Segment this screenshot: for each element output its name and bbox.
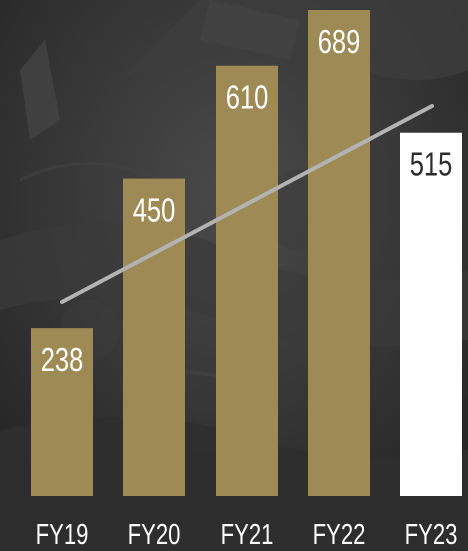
value-label-fy22: 689 xyxy=(318,24,361,61)
trend-line xyxy=(60,104,434,304)
bar-fy20 xyxy=(123,178,185,497)
bar-fy21 xyxy=(216,65,278,496)
x-tick-fy23: FY23 xyxy=(405,519,458,550)
value-label-fy21: 610 xyxy=(226,80,269,117)
value-label-fy23: 515 xyxy=(410,147,453,184)
bar-fy22 xyxy=(308,10,370,496)
value-label-fy20: 450 xyxy=(133,192,176,229)
x-tick-fy21: FY21 xyxy=(221,519,274,550)
x-tick-fy20: FY20 xyxy=(128,519,181,550)
x-tick-fy19: FY19 xyxy=(36,519,89,550)
bar-fy19 xyxy=(31,328,93,496)
bar-fy23 xyxy=(400,132,462,497)
x-tick-fy22: FY22 xyxy=(313,519,366,550)
value-label-fy19: 238 xyxy=(41,342,84,379)
